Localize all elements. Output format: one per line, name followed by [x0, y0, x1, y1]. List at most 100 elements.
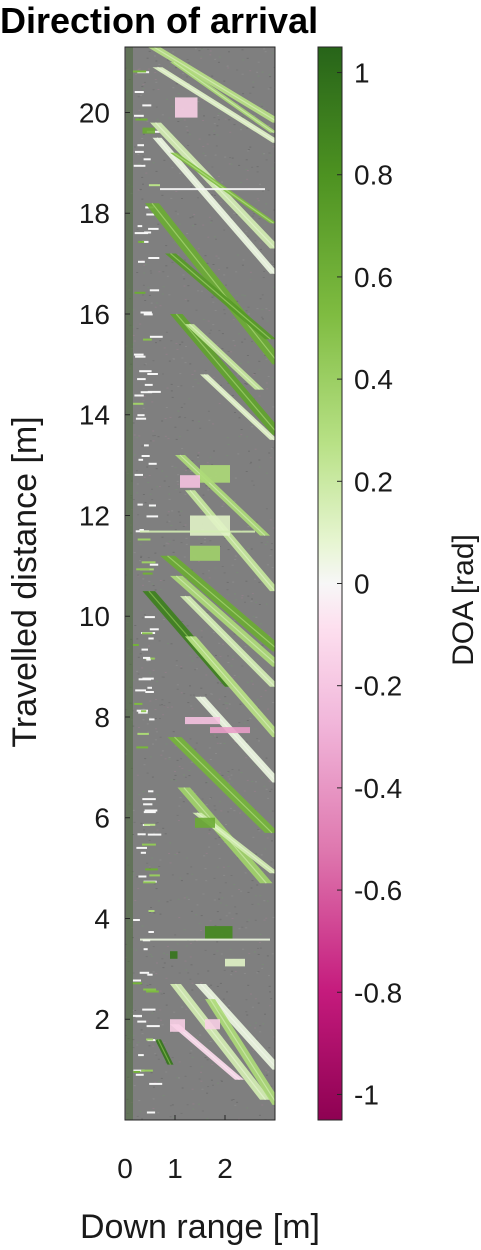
noise-speck	[234, 412, 236, 413]
noise-speck	[243, 973, 246, 974]
noise-speck	[256, 884, 259, 886]
noise-speck	[187, 300, 190, 302]
doa-patch	[225, 958, 245, 967]
noise-speck	[240, 429, 243, 430]
detection-tick	[135, 689, 146, 692]
noise-speck	[231, 157, 234, 159]
plot-frame	[124, 46, 276, 1121]
noise-speck	[214, 154, 217, 156]
noise-speck	[169, 1105, 172, 1107]
noise-speck	[207, 410, 210, 412]
noise-speck	[132, 1035, 135, 1037]
noise-speck	[154, 718, 157, 719]
noise-speck	[138, 162, 140, 164]
noise-speck	[189, 363, 192, 365]
noise-speck	[132, 1039, 135, 1041]
noise-speck	[172, 87, 175, 89]
noise-speck	[258, 1114, 261, 1116]
noise-speck	[218, 269, 221, 270]
noise-speck	[269, 810, 272, 812]
noise-speck	[258, 369, 261, 371]
noise-speck	[164, 435, 167, 437]
noise-speck	[231, 658, 234, 660]
noise-speck	[132, 972, 135, 974]
colorbar-tick-label: -0.8	[354, 977, 402, 1008]
noise-speck	[179, 344, 182, 346]
noise-speck	[139, 560, 142, 562]
noise-speck	[218, 698, 221, 700]
noise-speck	[189, 694, 192, 696]
noise-speck	[208, 829, 211, 831]
noise-speck	[219, 892, 222, 894]
noise-speck	[132, 499, 135, 501]
noise-speck	[168, 758, 171, 760]
noise-speck	[203, 855, 206, 857]
noise-speck	[168, 702, 171, 704]
doa-streak-core	[155, 122, 275, 249]
noise-speck	[268, 74, 271, 76]
noise-speck	[193, 213, 196, 215]
doa-streak-core	[203, 373, 275, 441]
doa-patch	[190, 545, 220, 561]
noise-speck	[175, 343, 178, 345]
noise-speck	[205, 880, 208, 882]
detection-tick	[143, 313, 153, 316]
noise-speck	[238, 164, 241, 166]
noise-speck	[137, 732, 140, 734]
detection-tick	[144, 444, 149, 447]
noise-speck	[171, 167, 174, 169]
noise-speck	[217, 257, 220, 259]
detection-tick	[141, 455, 150, 457]
noise-speck	[263, 153, 266, 155]
colorbar-ticks: 1 0.8 0.6 0.4 0.2 0 -0.2 -0.4 -0.6 -0.8 -1	[337, 58, 402, 1110]
noise-speck	[155, 888, 158, 890]
noise-speck	[257, 1002, 260, 1004]
noise-speck	[142, 83, 145, 85]
detection-tick	[149, 289, 160, 292]
noise-speck	[207, 1086, 210, 1088]
noise-speck	[259, 242, 262, 244]
detection-tick	[146, 658, 151, 661]
noise-speck	[147, 557, 150, 559]
noise-speck	[153, 435, 156, 436]
noise-speck	[171, 874, 174, 876]
noise-speck	[200, 1071, 202, 1073]
noise-speck	[231, 395, 234, 396]
detection-tick	[143, 988, 157, 991]
noise-speck	[226, 702, 229, 704]
noise-speck	[186, 129, 189, 131]
detection-tick	[148, 931, 154, 933]
noise-speck	[270, 1104, 273, 1106]
colorbar-tick-label: 0.6	[354, 262, 393, 293]
noise-speck	[257, 200, 260, 202]
noise-speck	[186, 132, 189, 134]
noise-speck	[230, 974, 233, 976]
noise-speck	[241, 73, 244, 75]
doa-streak	[170, 314, 275, 435]
noise-speck	[256, 71, 259, 73]
noise-speck	[181, 341, 184, 343]
noise-speck	[272, 702, 275, 703]
doa-patch	[185, 717, 220, 725]
noise-speck	[150, 272, 153, 274]
noise-speck	[132, 422, 135, 424]
detection-tick	[148, 504, 156, 507]
noise-speck	[201, 1066, 203, 1068]
detection-tick	[133, 1014, 142, 1017]
noise-speck	[268, 634, 271, 636]
noise-speck	[172, 358, 175, 360]
noise-speck	[255, 853, 258, 855]
noise-speck	[156, 130, 159, 132]
noise-speck	[191, 708, 194, 710]
noise-speck	[214, 58, 217, 60]
noise-speck	[206, 262, 209, 264]
detection-tick	[143, 881, 156, 884]
noise-speck	[259, 947, 262, 949]
noise-speck	[186, 896, 188, 898]
noise-speck	[254, 919, 257, 921]
noise-speck	[256, 658, 259, 660]
noise-speck	[269, 790, 272, 792]
noise-speck	[254, 895, 257, 897]
noise-speck	[251, 342, 254, 344]
noise-speck	[259, 298, 262, 300]
